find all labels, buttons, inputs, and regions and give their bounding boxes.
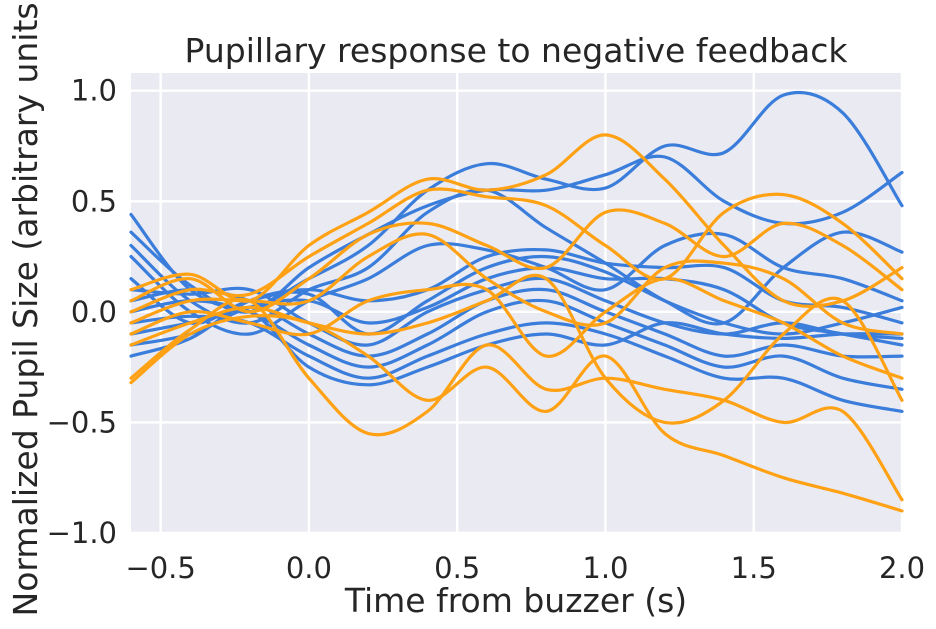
chart-title: Pupillary response to negative feedback: [185, 31, 849, 70]
series-line-8: [129, 298, 904, 391]
x-tick-label: 1.0: [582, 551, 628, 585]
x-axis-label: Time from buzzer (s): [344, 581, 687, 620]
series-line-14: [129, 187, 904, 314]
series-line-16: [129, 232, 904, 336]
y-tick-label: −0.5: [47, 405, 117, 439]
y-tick-label: 0.0: [71, 295, 117, 329]
y-tick-label: 0.5: [71, 184, 117, 218]
x-tick-label: 2.0: [879, 551, 925, 585]
series-line-13: [129, 133, 904, 308]
x-tick-label: 1.5: [731, 551, 777, 585]
x-tick-label: 0.5: [434, 551, 480, 585]
x-tick-label: 0.0: [286, 551, 332, 585]
series-line-18: [129, 273, 904, 425]
x-tick-label: −0.5: [125, 551, 195, 585]
series-line-6: [129, 276, 904, 347]
series-line-17: [129, 277, 904, 380]
series-lines: [129, 90, 904, 513]
series-line-20: [129, 314, 904, 513]
y-axis-label: Normalized Pupil Size (arbitrary units): [6, 0, 45, 616]
y-tick-label: −1.0: [47, 516, 117, 550]
y-tick-label: 1.0: [71, 74, 117, 108]
series-line-15: [129, 208, 904, 314]
y-tick-labels: −1.0 −0.5 0.0 0.5 1.0: [47, 74, 117, 550]
series-line-19: [129, 297, 904, 502]
x-tick-labels: −0.5 0.0 0.5 1.0 1.5 2.0: [125, 551, 925, 585]
